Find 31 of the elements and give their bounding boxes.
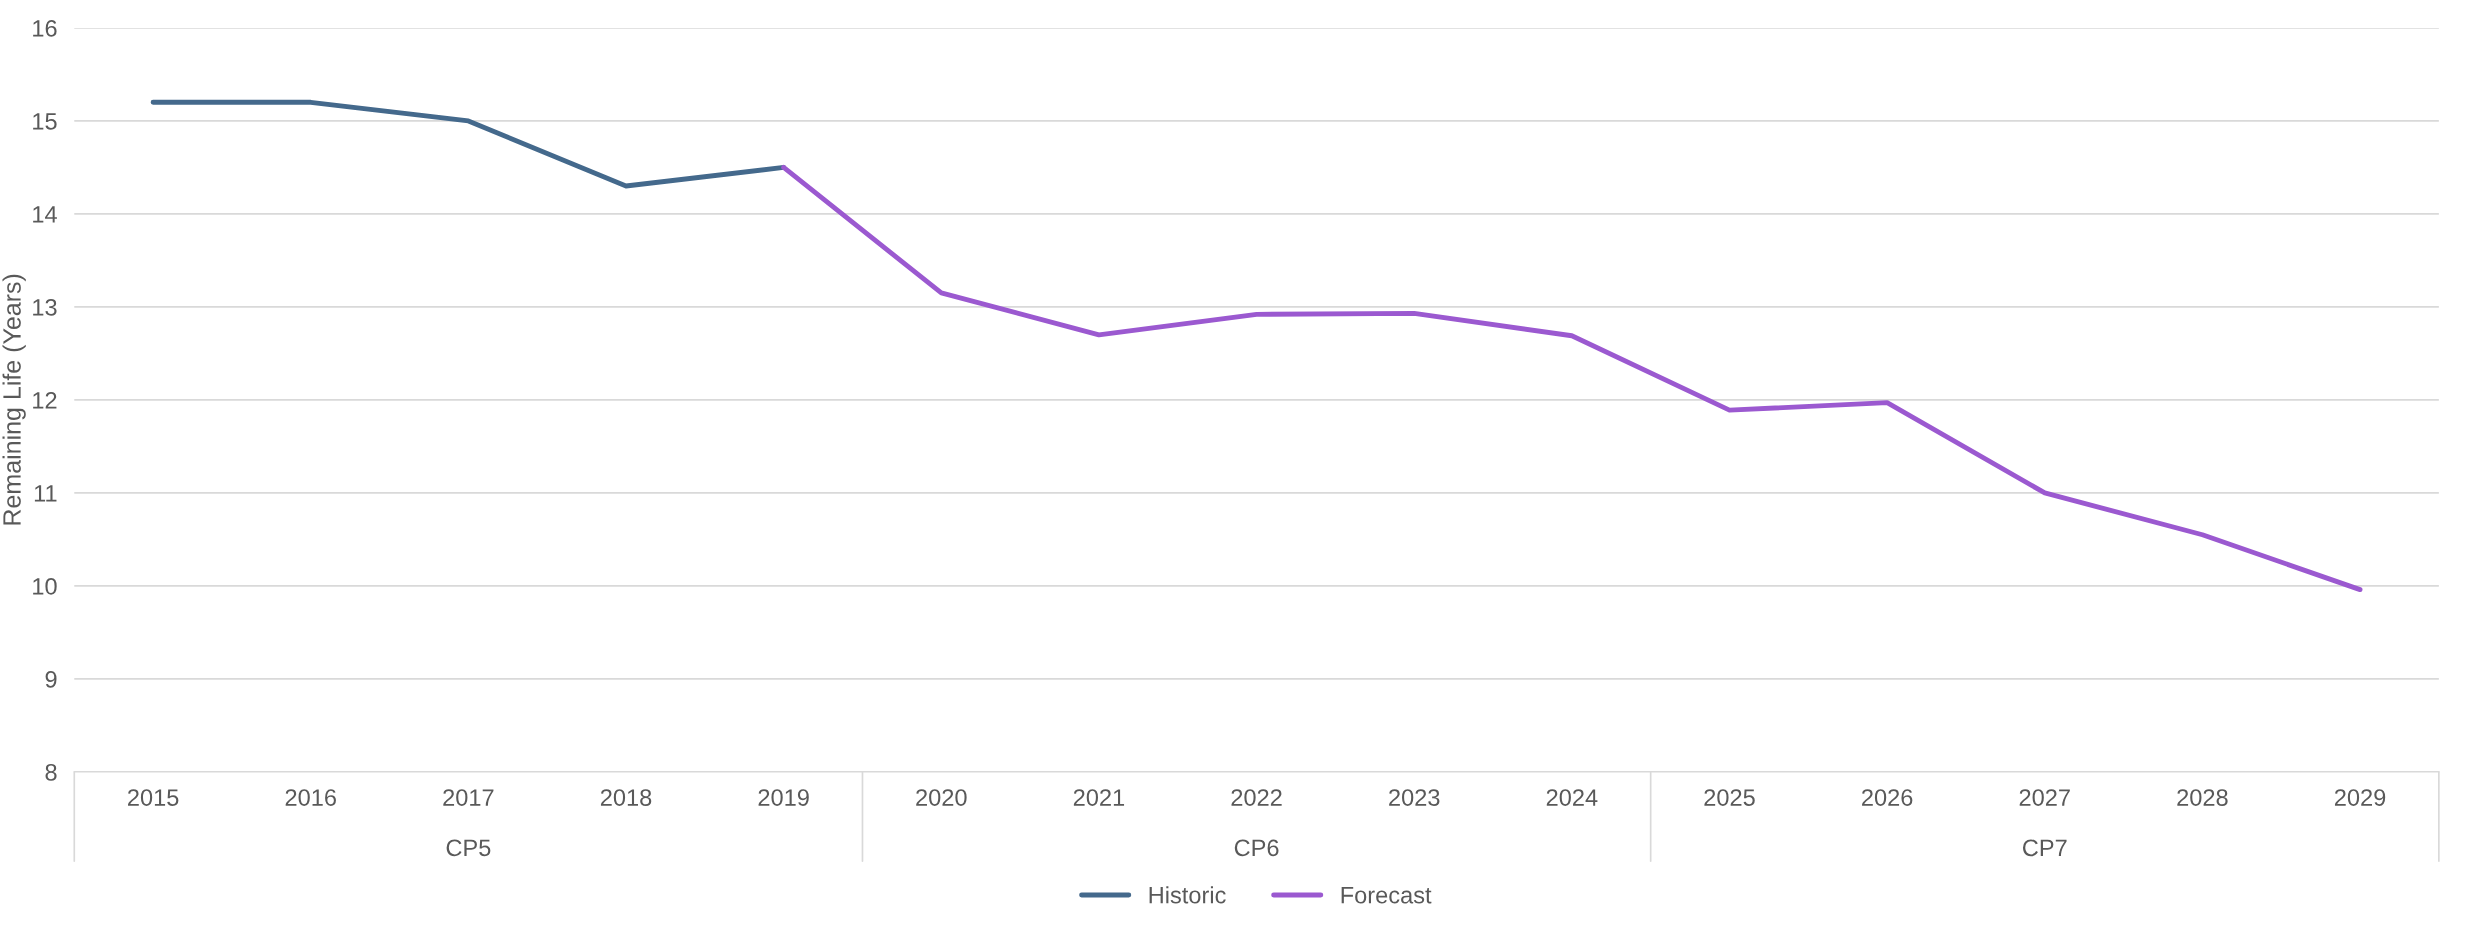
y-tick-label: 8: [45, 763, 57, 781]
text: CP5: [446, 839, 491, 857]
text: CP7: [2023, 839, 2067, 857]
x-tick-label: 2016: [285, 789, 336, 806]
y-tick-label: 11: [34, 485, 57, 502]
x-tick-label: 2017: [443, 789, 494, 806]
y-tick-label: 9: [45, 670, 57, 688]
y-tick-label: 15: [33, 113, 57, 130]
x-tick-label: 2023: [1389, 789, 1440, 806]
legend-label: Historic: [1149, 886, 1226, 904]
legend-label: Forecast: [1341, 887, 1432, 904]
x-tick-label: 2018: [600, 789, 652, 806]
x-tick-label: 2021: [1073, 789, 1125, 806]
x-tick-label: 2015: [128, 789, 179, 806]
x-tick-label: 2025: [1704, 789, 1755, 806]
y-tick-label: 13: [33, 298, 57, 316]
x-tick-label: 2026: [1862, 789, 1913, 806]
x-tick-label: 2028: [2177, 789, 2228, 806]
x-tick-label: 2027: [2019, 789, 2070, 806]
x-tick-label: 2019: [758, 789, 809, 806]
y-tick-label: 12: [33, 391, 57, 409]
x-tick-label: 2022: [1231, 789, 1282, 806]
y-tick-label: 14: [33, 206, 57, 223]
line-series: [781, 164, 2363, 593]
y-tick-label: 10: [33, 577, 57, 595]
x-tick-label: 2024: [1546, 789, 1598, 806]
x-tick-label: 2029: [2334, 789, 2386, 806]
text: CP6: [1234, 839, 1279, 857]
y-tick-label: 16: [33, 19, 57, 37]
y-axis-title: Remaining Life (Years): [2, 274, 26, 525]
x-tick-label: 2020: [916, 789, 967, 806]
